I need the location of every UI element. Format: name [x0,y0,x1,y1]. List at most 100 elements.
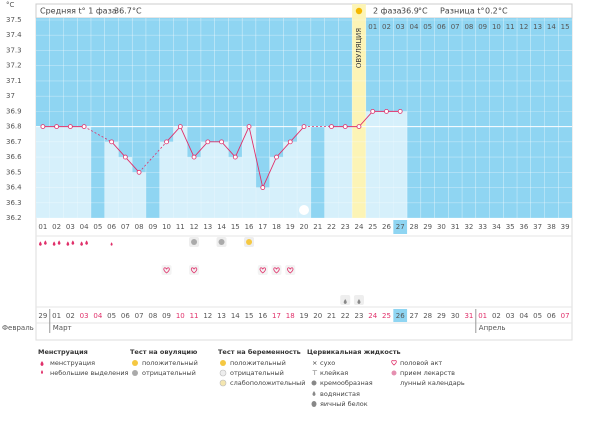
temperature-point [274,154,279,160]
column-bg [462,18,476,218]
cycle-day: 16 [245,223,254,231]
phase2-day: 04 [409,23,418,31]
intercourse-bg [271,265,282,275]
menstruation-light [110,242,113,246]
phase2-day: 09 [478,23,487,31]
cycle-day: 05 [93,223,102,231]
legend-item: половой акт [400,359,442,367]
cycle-day: 15 [231,223,240,231]
y-tick-label: 36.5 [6,168,22,176]
temperature-column [255,187,270,218]
cycle-day: 07 [121,223,130,231]
date: 17 [272,312,281,320]
y-tick-label: 37.5 [6,16,22,24]
phase2-day: 01 [368,23,377,31]
temperature-point [164,139,169,145]
legend-item: яичный белок [320,400,368,408]
diff-label: Разница t° [440,7,484,16]
y-tick-label: 37.4 [6,31,22,39]
temperature-point [356,124,362,130]
phase1-label: Средняя t° 1 фаза [40,7,117,16]
temperature-column [269,157,284,218]
intercourse-icon [287,267,294,274]
cycle-day: 06 [107,223,116,231]
date: 23 [355,312,364,320]
cycle-day: 02 [52,223,61,231]
temperature-point [40,124,46,130]
column-bg [407,18,421,218]
cycle-day: 14 [217,223,226,231]
sun-icon [355,7,363,15]
cycle-day: 19 [286,223,295,231]
cycle-day: 32 [464,223,473,231]
cycle-day: 30 [437,223,446,231]
cycle-day: 10 [162,223,171,231]
legend-icon [132,370,138,376]
temperature-point [191,154,197,160]
column-bg [530,18,545,218]
intercourse-bg [161,265,172,275]
cycle-day: 11 [176,223,185,231]
phase2-day: 14 [547,23,556,31]
cycle-day: 37 [533,223,542,231]
legend: Менструация менструация небольшие выделе… [38,348,465,408]
temperature-column [132,172,146,218]
date: 08 [148,312,157,320]
phase2-unit: °C [418,7,428,16]
phase2-avg: 36.9 [401,7,419,16]
date: 04 [93,312,102,320]
legend-icon [391,370,397,376]
cervical-watery [357,299,361,304]
cycle-day: 34 [492,223,501,231]
date: 09 [162,312,171,320]
legend-item: отрицательный [230,369,284,377]
temperature-point [81,124,87,130]
date: 05 [107,312,116,320]
legend-item: лунный календарь [400,379,465,387]
cycle-day: 25 [368,223,377,231]
legend-title: Цервикальная жидкость [307,348,401,356]
temperature-gap [138,141,167,173]
column-bg [448,18,463,218]
intercourse-icon [259,267,266,274]
phase2-day: 11 [506,23,515,31]
temperature-column [228,157,243,218]
menstruation-heavy [57,240,61,245]
phase2-day: 03 [396,23,405,31]
date: 02 [66,312,75,320]
cycle-day: 08 [135,223,144,231]
menstruation-heavy [44,240,47,245]
cycle-day: 26 [382,223,391,231]
temperature-column [49,126,64,218]
lunar-bg [299,205,309,215]
cycle-day: 31 [451,223,460,231]
y-tick-label: 36.6 [6,153,22,161]
diff-unit: °C [498,7,508,16]
column-bg [503,18,518,218]
legend-item: небольшие выделения [50,369,129,377]
legend-item: кремообразная [320,379,373,387]
menstruation-heavy [52,241,56,246]
column-bg [517,18,531,218]
date: 05 [533,312,542,320]
legend-icon [220,360,226,366]
temperature-point [301,124,307,130]
diff-value: 0.2 [485,7,498,16]
phase2-day: 05 [423,23,432,31]
cycle-day: 35 [506,223,515,231]
date: 01 [52,312,61,320]
menstruation-heavy [71,240,75,245]
date: 16 [258,312,267,320]
temperature-column [159,141,174,218]
cycle-day: 29 [423,223,432,231]
date: 22 [341,312,350,320]
temperature-point [370,108,376,114]
intercourse-icon [273,267,280,274]
temperature-column [187,157,201,218]
ovulation-test [246,239,253,245]
date: 13 [217,312,226,320]
temperature-point [109,139,114,145]
temperature-point [67,124,73,130]
y-tick-label: 37 [6,92,15,100]
